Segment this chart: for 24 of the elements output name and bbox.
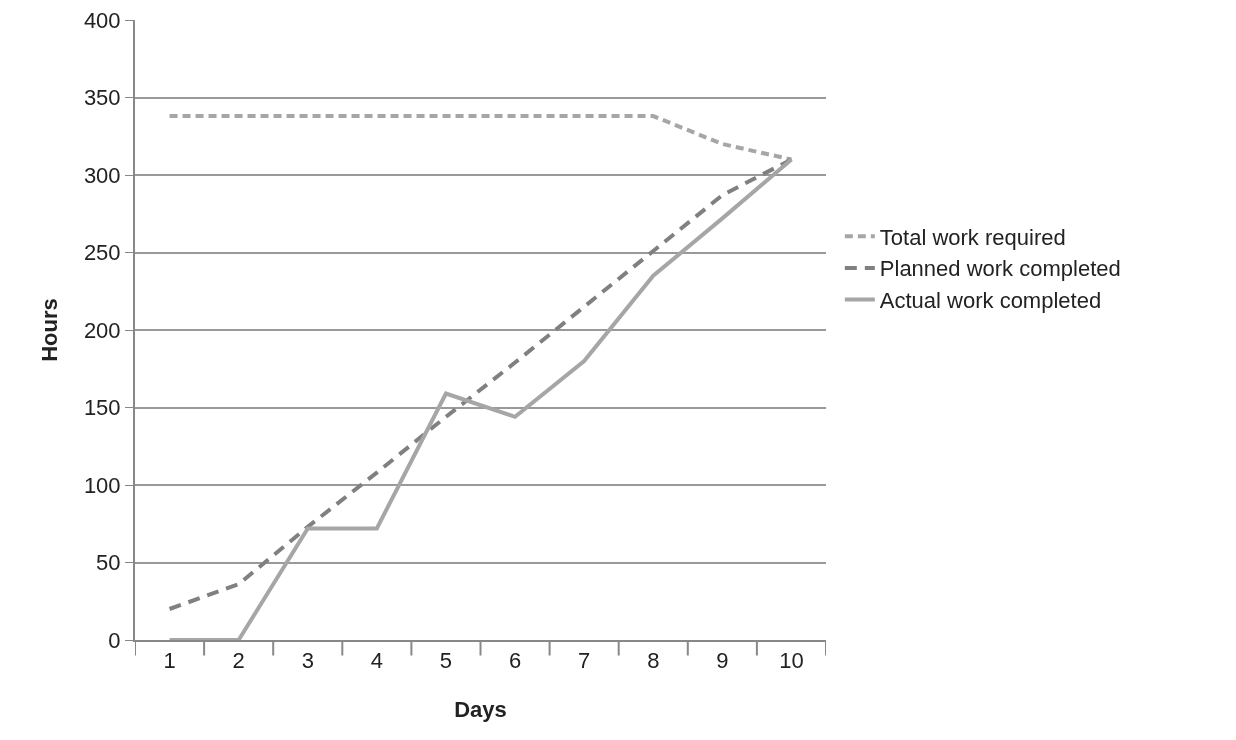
y-tick-label: 350 <box>83 85 121 111</box>
legend-label: Total work required <box>879 224 1066 250</box>
y-tick-label: 300 <box>83 162 121 188</box>
legend-label: Actual work completed <box>879 288 1102 314</box>
legend-label: Planned work completed <box>879 256 1121 282</box>
x-tick-label: 1 <box>163 648 176 674</box>
y-tick-label: 0 <box>108 627 121 653</box>
x-tick-label: 2 <box>232 648 245 674</box>
y-tick-label: 400 <box>83 7 121 33</box>
y-tick-label: 150 <box>83 395 121 421</box>
y-axis-title: Hours <box>37 298 63 362</box>
x-tick-label: 3 <box>301 648 314 674</box>
x-tick-label: 8 <box>647 648 660 674</box>
x-tick-label: 10 <box>779 648 804 674</box>
x-tick-label: 6 <box>508 648 522 674</box>
y-tick-label: 200 <box>83 317 121 343</box>
y-tick-label: 50 <box>96 550 121 576</box>
x-tick-label: 7 <box>578 648 591 674</box>
y-tick-label: 250 <box>83 240 121 266</box>
x-tick-label: 9 <box>716 648 729 674</box>
x-tick-label: 4 <box>370 648 383 674</box>
y-tick-label: 100 <box>83 472 121 498</box>
x-axis-title: Days <box>454 697 507 722</box>
x-tick-label: 5 <box>439 648 453 674</box>
